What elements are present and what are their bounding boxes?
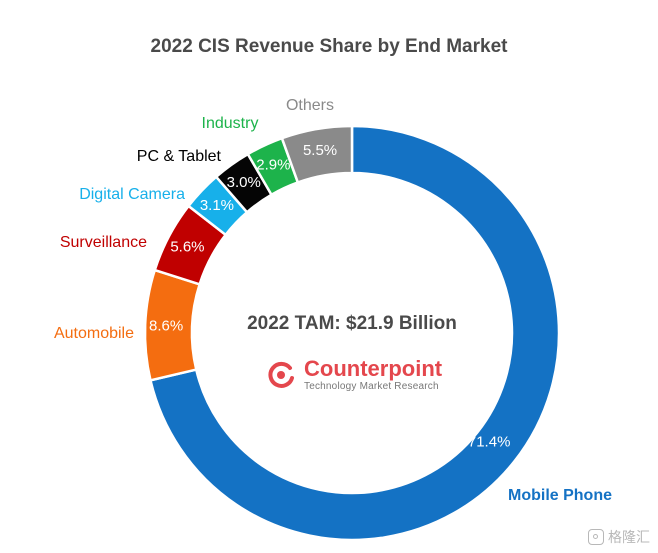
category-label-mobile-phone: Mobile Phone [508,487,612,504]
watermark-logo-icon [588,529,604,545]
data-label-mobile-phone: 71.4% [468,434,511,451]
data-label-surveillance: 5.6% [170,238,204,255]
category-label-pc-tablet: PC & Tablet [137,148,222,165]
data-label-industry: 2.9% [256,156,290,173]
category-label-digital-camera: Digital Camera [79,186,185,203]
data-label-automobile: 8.6% [149,318,183,335]
slice-labels-layer: 71.4% 8.6% 5.6% 3.1% 3.0%2.9% 5.5% [149,142,510,451]
watermark-text: 格隆汇 [608,529,650,545]
counterpoint-logo-icon [268,361,294,388]
slice-others [280,124,354,185]
category-label-industry: Industry [202,115,259,132]
category-label-surveillance: Surveillance [60,234,147,251]
slice-mobile-phone [148,124,561,542]
watermark: 格隆汇 [588,527,650,547]
category-label-automobile: Automobile [54,325,134,342]
slices-layer [143,124,561,542]
center-tam-label: 2022 TAM: $21.9 Billion [247,313,457,334]
data-label-digital-camera: 3.1% [200,197,234,214]
category-label-others: Others [286,97,334,114]
logo-name: Counterpoint [304,356,443,381]
counterpoint-logo: Counterpoint Technology Market Research [264,356,442,394]
chart-title: 2022 CIS Revenue Share by End Market [150,36,508,57]
data-label-pc-tablet: 3.0% [227,174,261,191]
category-labels-layer: Mobile Phone Automobile Surveillance Digita… [54,97,612,504]
data-label-others: 5.5% [303,142,337,159]
logo-tagline: Technology Market Research [304,381,439,392]
